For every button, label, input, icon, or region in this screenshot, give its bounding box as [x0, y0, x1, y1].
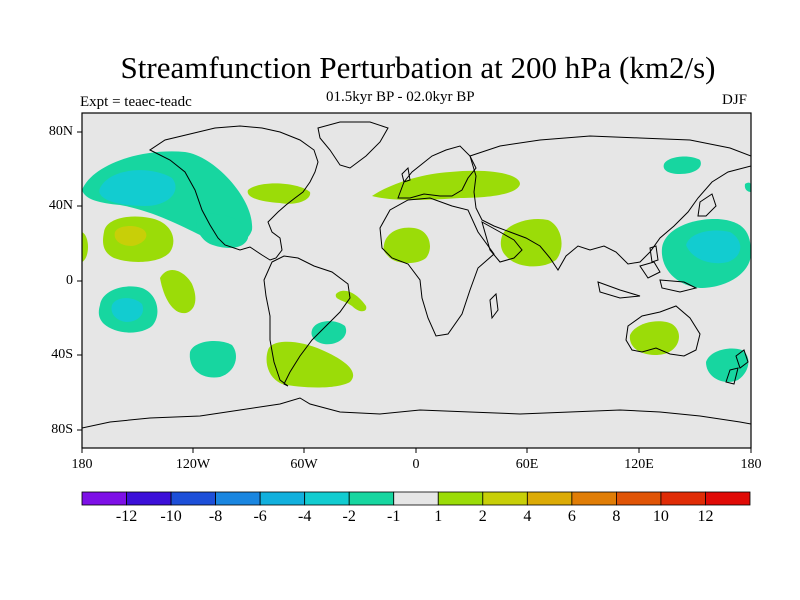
coastline — [639, 261, 661, 279]
anomaly-contour — [383, 227, 430, 264]
colorbar-label: 12 — [697, 508, 714, 525]
colorbar-label: 8 — [612, 508, 621, 525]
anomaly-contour — [99, 170, 176, 206]
colorbar-label: -8 — [208, 508, 223, 525]
colorbar-box — [705, 491, 751, 506]
coastline — [317, 121, 389, 169]
colorbar-box — [660, 491, 706, 506]
anomaly-contour — [372, 170, 520, 200]
colorbar-label: -6 — [253, 508, 267, 525]
anomaly-shading — [82, 151, 751, 388]
colorbar-box — [393, 491, 439, 506]
coastline — [649, 245, 659, 263]
colorbar-box — [526, 491, 573, 506]
coastline — [489, 292, 499, 320]
coastline — [82, 397, 751, 429]
colorbar-label: 6 — [567, 508, 576, 525]
anomaly-contour — [111, 298, 144, 322]
colorbar-label: -1 — [387, 508, 401, 525]
lon-tick-label: 60E — [515, 457, 539, 472]
colorbar-label: 10 — [652, 508, 669, 525]
colorbar-box — [259, 491, 306, 506]
anomaly-contour — [114, 226, 147, 246]
lon-tick-label: 180 — [71, 457, 93, 472]
coastline — [735, 349, 749, 369]
colorbar-label: 4 — [523, 508, 532, 525]
coastline — [697, 193, 717, 217]
lat-tick-label: 80N — [48, 124, 73, 139]
coastline — [401, 166, 411, 183]
colorbar-label: 1 — [434, 508, 443, 525]
coastline — [597, 281, 641, 299]
coastline — [397, 145, 477, 199]
coastline — [469, 135, 751, 271]
lon-tick-label: 60W — [290, 457, 318, 472]
anomaly-contour — [311, 321, 347, 345]
anomaly-contour — [744, 182, 751, 192]
anomaly-contour — [196, 213, 249, 248]
colorbar-box — [571, 491, 617, 506]
lat-tick-label: 40N — [48, 198, 73, 213]
coastline — [725, 367, 739, 385]
colorbar-label: -12 — [115, 508, 138, 525]
coastline — [481, 220, 523, 263]
coastline — [659, 279, 698, 293]
anomaly-contour — [335, 290, 367, 312]
anomaly-contour — [663, 156, 701, 174]
colorbar-label: 2 — [478, 508, 487, 525]
lat-tick-label: 40S — [51, 347, 73, 362]
anomaly-contour — [189, 340, 236, 378]
colorbar-box — [437, 491, 484, 506]
map-title: Streamfunction Perturbation at 200 hPa (… — [120, 50, 716, 85]
colorbar — [81, 491, 751, 506]
coastline — [149, 125, 319, 261]
anomaly-contour — [500, 218, 562, 267]
colorbar-box — [482, 491, 528, 506]
anomaly-contour — [706, 348, 749, 382]
lat-tick-label: 80S — [51, 422, 73, 437]
colorbar-box — [304, 491, 350, 506]
coastline — [379, 197, 495, 337]
colorbar-box — [215, 491, 261, 506]
lon-tick-label: 120E — [624, 457, 654, 472]
lat-tick-label: 0 — [66, 273, 73, 288]
anomaly-contour — [686, 230, 741, 264]
lon-tick-label: 0 — [412, 457, 420, 472]
colorbar-label: -4 — [297, 508, 312, 525]
colorbar-label: -2 — [342, 508, 356, 525]
colorbar-box — [170, 491, 216, 506]
coastlines — [82, 121, 751, 429]
lon-tick-label: 180 — [740, 457, 762, 472]
season-label: DJF — [722, 92, 748, 108]
lon-tick-label: 120W — [175, 457, 211, 472]
map-subtitle: 01.5kyr BP - 02.0kyr BP — [326, 89, 475, 105]
colorbar-label: -10 — [160, 508, 182, 525]
experiment-label: Expt = teaec-teadc — [80, 94, 192, 110]
coastline — [625, 305, 701, 357]
colorbar-box — [616, 491, 662, 506]
anomaly-contour — [160, 270, 196, 314]
colorbar-box — [348, 491, 395, 506]
coastline — [263, 255, 351, 387]
anomaly-contour — [629, 321, 679, 356]
anomaly-contour — [82, 232, 88, 262]
colorbar-box — [81, 491, 127, 506]
colorbar-box — [126, 491, 172, 506]
axis-ticks — [77, 131, 752, 453]
